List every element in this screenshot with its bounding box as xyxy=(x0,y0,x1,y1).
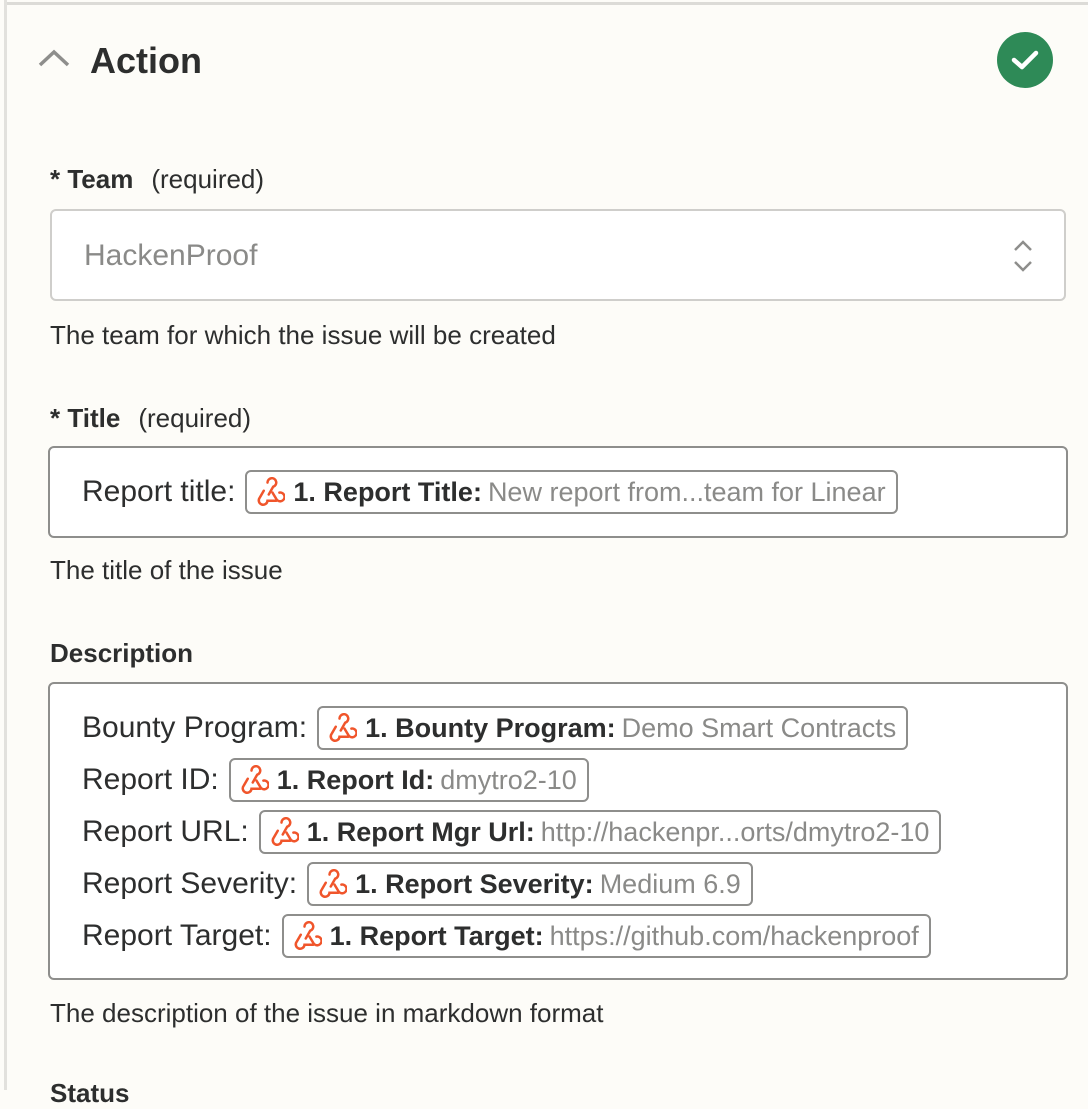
row-label: Bounty Program: xyxy=(82,711,308,744)
field-pill[interactable]: 1. Report Severity: Medium 6.9 xyxy=(307,862,753,906)
description-row: Report Severity: 1. Report Severity: Mediu… xyxy=(82,862,753,906)
webhook-icon xyxy=(294,921,322,950)
row-label: Report ID: xyxy=(82,763,219,796)
chevron-up-icon[interactable] xyxy=(38,48,70,68)
team-value: HackenProof xyxy=(84,239,258,272)
webhook-icon xyxy=(319,869,348,898)
description-row: Report ID: 1. Report Id: dmytro2-10 xyxy=(82,758,589,802)
team-select[interactable]: HackenProof xyxy=(50,209,1066,301)
field-pill[interactable]: 1. Report Target: https://github.com/hack… xyxy=(281,914,931,958)
row-label: Report Target: xyxy=(82,919,272,952)
section-title[interactable]: Action xyxy=(90,40,202,81)
team-label: * Team (required) xyxy=(50,164,265,194)
webhook-icon xyxy=(329,713,358,742)
description-label: Description xyxy=(50,638,194,668)
row-label: Report Severity: xyxy=(82,867,298,900)
check-circle-icon xyxy=(997,32,1053,88)
field-pill[interactable]: 1. Bounty Program: Demo Smart Contracts xyxy=(317,706,909,750)
title-label: * Title (required) xyxy=(50,403,252,433)
status-label: Status xyxy=(50,1078,130,1108)
title-field[interactable]: Report title: 1. Report Title: New report… xyxy=(48,446,1068,538)
field-pill[interactable]: 1. Report Id: dmytro2-10 xyxy=(228,758,589,802)
team-help: The team for which the issue will be cre… xyxy=(50,320,556,350)
updown-icon xyxy=(1014,240,1032,272)
title-prefix: Report title: xyxy=(82,475,236,508)
description-field[interactable]: Bounty Program: 1. Bounty Program: Demo Sm… xyxy=(48,682,1068,980)
title-pill[interactable]: 1. Report Title: New report from...team f… xyxy=(245,470,898,514)
description-help: The description of the issue in markdown… xyxy=(50,998,604,1028)
left-border xyxy=(4,0,7,1090)
webhook-icon xyxy=(271,817,299,846)
webhook-icon xyxy=(241,765,269,794)
description-row: Bounty Program: 1. Bounty Program: Demo Sm… xyxy=(82,706,909,750)
title-help: The title of the issue xyxy=(50,555,283,585)
row-label: Report URL: xyxy=(82,815,249,848)
description-row: Report Target: 1. Report Target: https://g… xyxy=(82,914,931,958)
description-row: Report URL: 1. Report Mgr Url: http://hack… xyxy=(82,810,942,854)
webhook-icon xyxy=(257,477,286,506)
field-pill[interactable]: 1. Report Mgr Url: http://hackenpr...orts… xyxy=(258,810,942,854)
top-border xyxy=(7,2,1088,5)
